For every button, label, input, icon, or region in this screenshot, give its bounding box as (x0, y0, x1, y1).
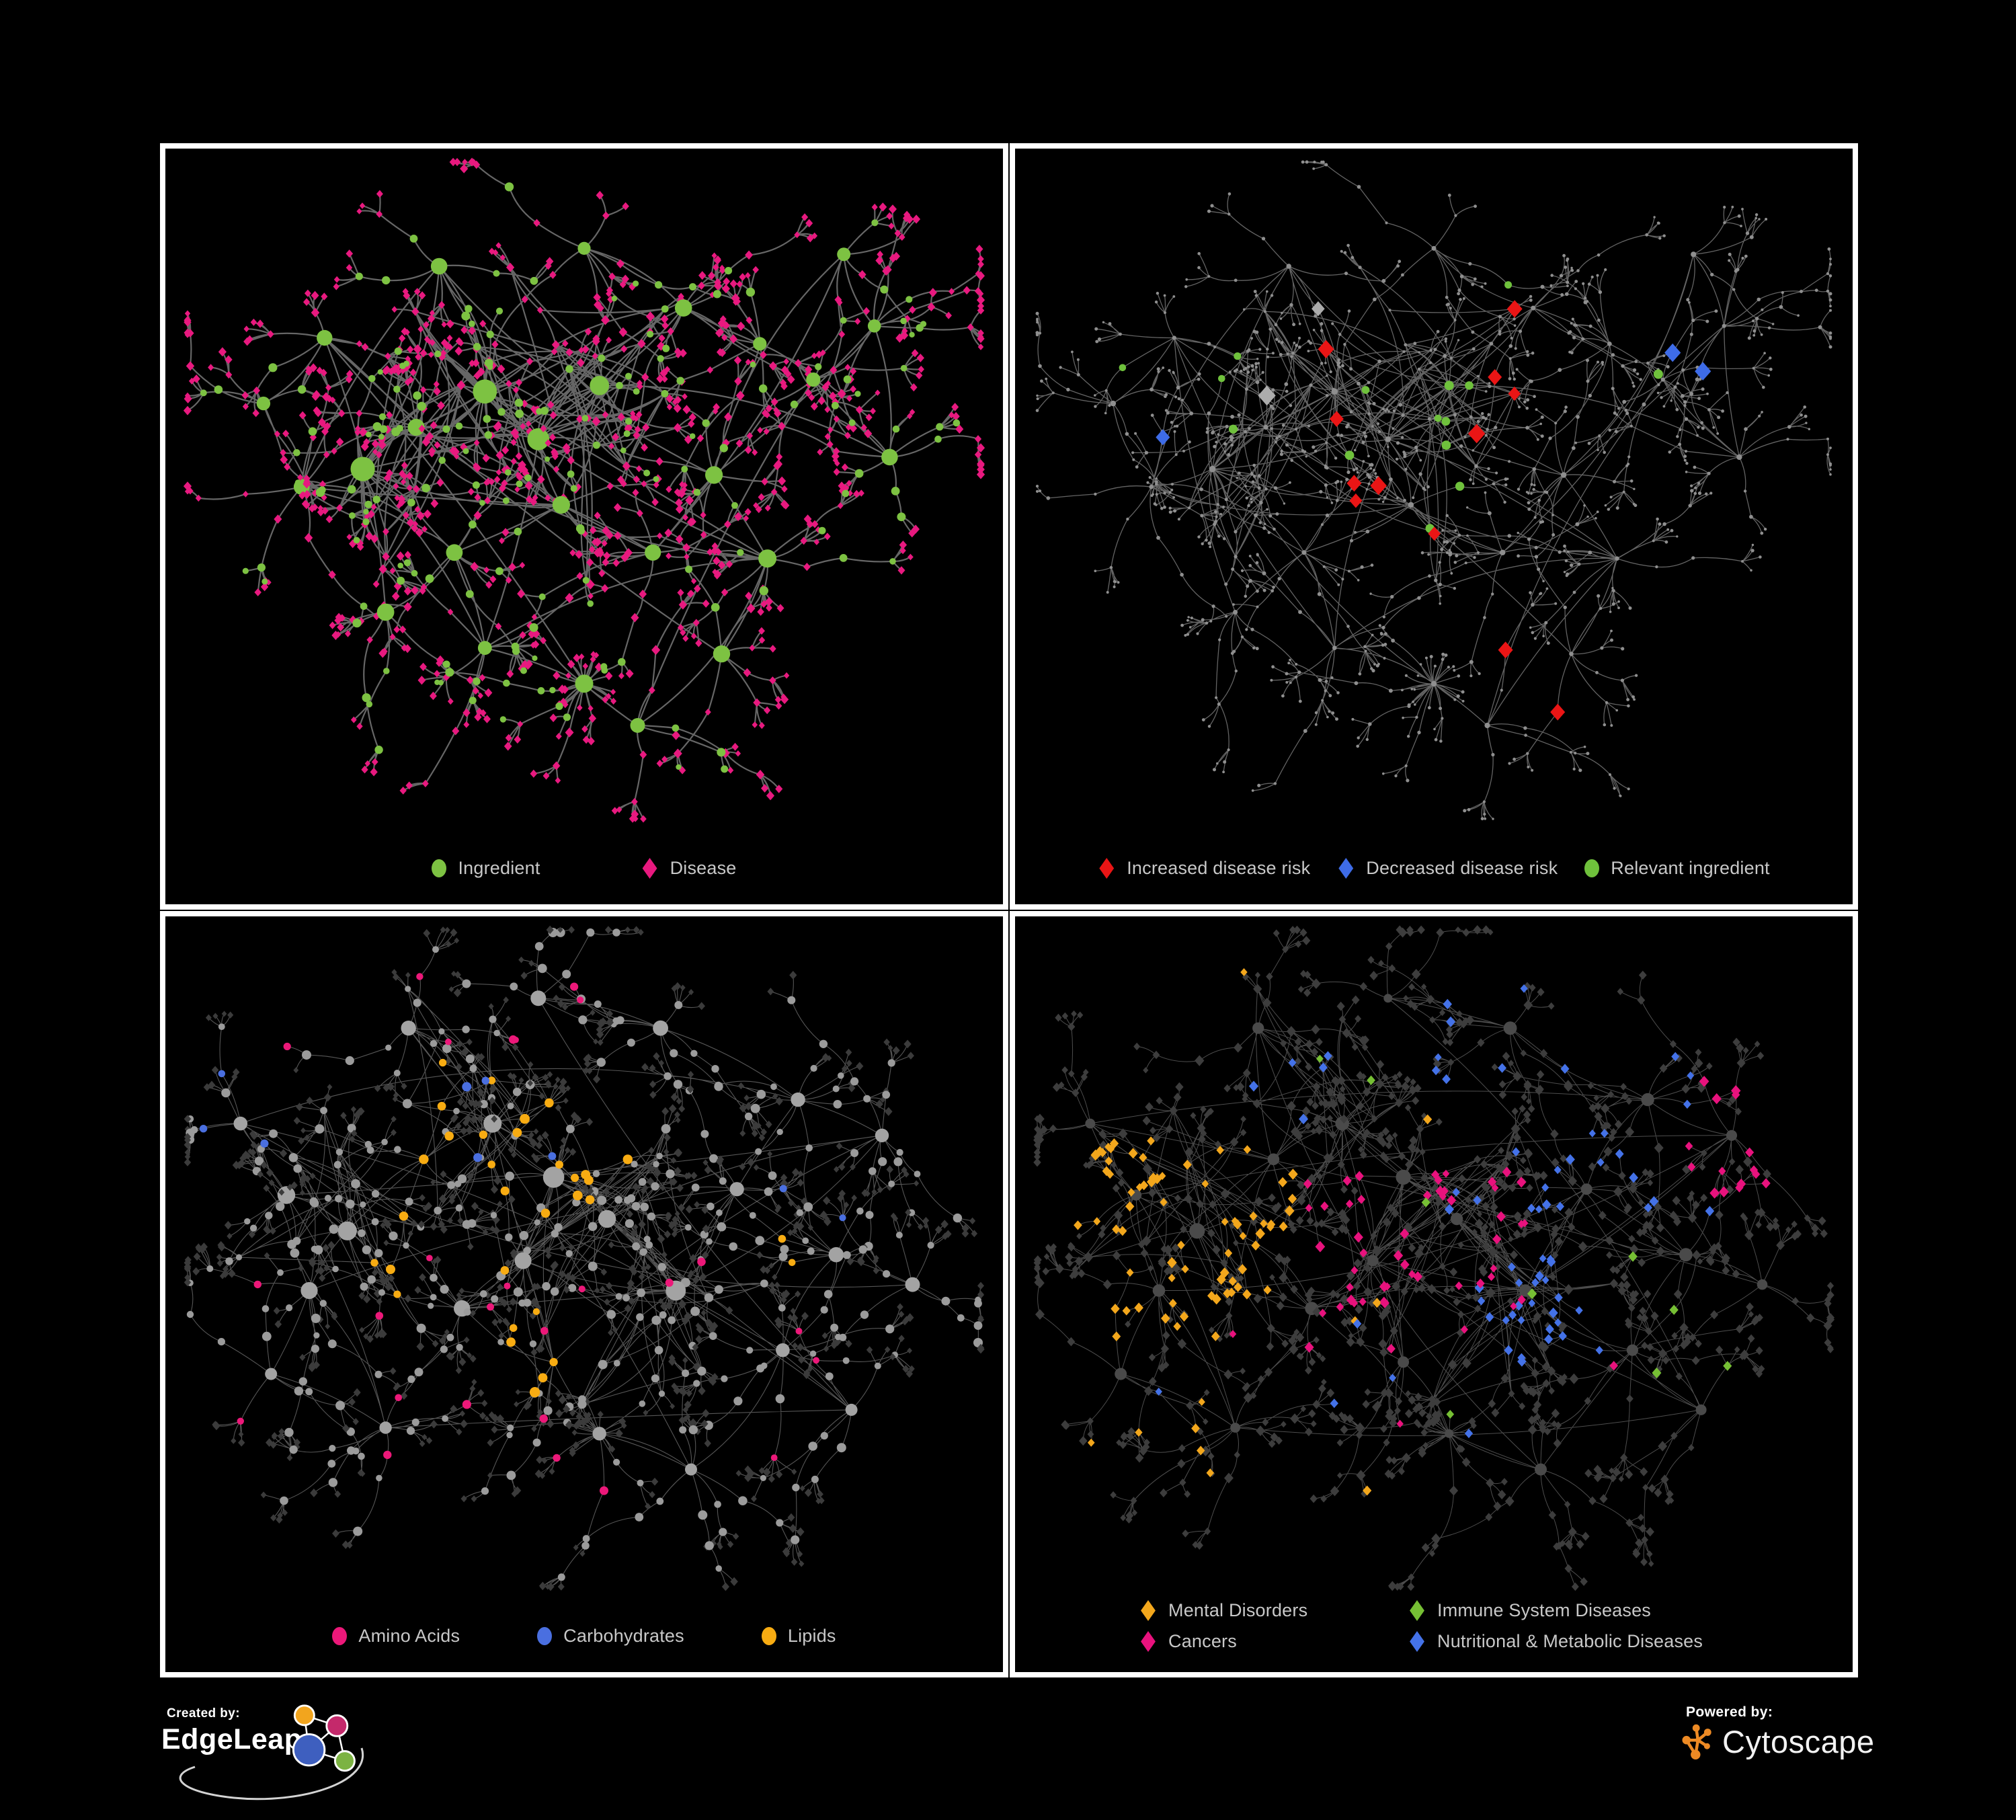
legend-item-nutritional-metabolic-diseases: Nutritional & Metabolic Diseases (1408, 1631, 1703, 1652)
legend-label-amino-acids: Amino Acids (358, 1626, 460, 1646)
legend-item-cancers: Cancers (1139, 1631, 1408, 1652)
nutritional-metabolic-diseases-swatch-diamond (1410, 1631, 1424, 1652)
powered-by-label: Powered by: (1686, 1704, 1773, 1720)
cancers-swatch-diamond (1141, 1631, 1156, 1652)
edgeleap-node-blue (292, 1733, 326, 1767)
legend-label-disease: Disease (670, 858, 737, 878)
legend-item-ingredient: Ingredient (432, 858, 540, 879)
panel-disease-risk: Increased disease risk Decreased disease… (1010, 143, 1858, 910)
mental-disorders-swatch-diamond (1141, 1600, 1156, 1621)
legend-item-amino-acids: Amino Acids (332, 1626, 460, 1647)
legend-label-cancers: Cancers (1168, 1631, 1237, 1651)
legend-item-increased-risk: Increased disease risk (1098, 858, 1310, 879)
amino-acids-swatch-circle (332, 1627, 348, 1645)
legend-label-nutritional-metabolic-diseases: Nutritional & Metabolic Diseases (1437, 1631, 1703, 1651)
legend-label-mental-disorders: Mental Disorders (1168, 1600, 1308, 1620)
ingredient-classes-network-graph (184, 925, 985, 1591)
legend-item-mental-disorders: Mental Disorders (1139, 1600, 1408, 1621)
legend-item-immune-system-diseases: Immune System Diseases (1408, 1600, 1703, 1621)
created-by-block: Created by: EdgeLeap (160, 1704, 409, 1811)
edgeleap-node-magenta (325, 1714, 349, 1737)
legend-item-disease: Disease (641, 858, 737, 879)
legend-ingredient-classes: Amino Acids Carbohydrates Lipids (165, 1626, 1003, 1647)
legend-label-lipids: Lipids (787, 1626, 836, 1646)
legend-item-relevant-ingredient: Relevant ingredient (1584, 858, 1770, 879)
cytoscape-logo-icon (1682, 1724, 1711, 1759)
ingredient-disease-network-graph (183, 157, 985, 823)
legend-disease-classes: Mental Disorders Immune System Diseases … (1139, 1600, 1703, 1652)
legend-label-ingredient: Ingredient (458, 858, 540, 878)
disease-risk-network-graph (1035, 160, 1832, 821)
legend-label-relevant-ingredient: Relevant ingredient (1611, 858, 1770, 878)
immune-system-diseases-swatch-diamond (1410, 1600, 1424, 1621)
decreased-risk-swatch-diamond (1338, 858, 1354, 879)
powered-by-block: Powered by: Cytoscape (1679, 1704, 1968, 1761)
disease-classes-network-graph (1033, 925, 1835, 1591)
ingredient-swatch-circle (432, 859, 447, 877)
relevant-ingredient-swatch-circle (1584, 859, 1600, 877)
edgeleap-logo-icon (292, 1704, 356, 1772)
increased-risk-swatch-diamond (1099, 858, 1115, 879)
panel-ingredient-disease: Ingredient Disease (160, 143, 1008, 910)
lipids-swatch-circle (761, 1627, 776, 1645)
edgeleap-node-orange (293, 1704, 315, 1727)
carbohydrates-swatch-circle (537, 1627, 553, 1645)
legend-label-increased-risk: Increased disease risk (1127, 858, 1311, 878)
edgeleap-node-green (333, 1750, 356, 1772)
created-by-label: Created by: (167, 1706, 240, 1720)
legend-item-decreased-risk: Decreased disease risk (1337, 858, 1558, 879)
legend-label-immune-system-diseases: Immune System Diseases (1437, 1600, 1651, 1620)
legend-disease-risk: Increased disease risk Decreased disease… (1015, 858, 1853, 879)
panel-disease-classes: Mental Disorders Immune System Diseases … (1010, 911, 1858, 1677)
cytoscape-wordmark: Cytoscape (1722, 1723, 1875, 1759)
legend-item-carbohydrates: Carbohydrates (537, 1626, 684, 1647)
legend-item-lipids: Lipids (761, 1626, 836, 1647)
panel-ingredient-classes: Amino Acids Carbohydrates Lipids (160, 911, 1008, 1677)
legend-label-decreased-risk: Decreased disease risk (1366, 858, 1558, 878)
legend-ingredient-disease: Ingredient Disease (165, 858, 1003, 879)
disease-swatch-diamond (642, 858, 657, 879)
legend-label-carbohydrates: Carbohydrates (563, 1626, 684, 1646)
